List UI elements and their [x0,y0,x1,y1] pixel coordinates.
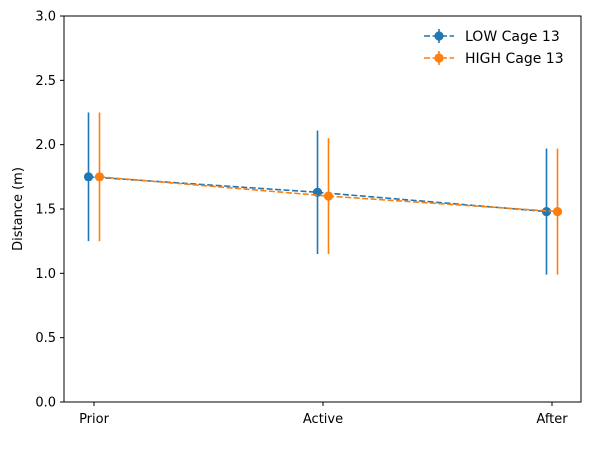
legend-label-0: LOW Cage 13 [465,29,560,45]
data-point-series-0 [541,206,552,217]
x-tick-label: Prior [79,412,110,427]
y-tick-label: 2.5 [35,74,56,89]
data-point-series-1 [323,191,334,201]
axes-frame [63,15,582,403]
y-tick-label: 0.0 [35,396,56,411]
y-tick-label: 3.0 [35,10,56,25]
y-tick-label: 2.0 [35,138,56,153]
y-tick-label: 1.5 [35,203,56,218]
x-tick-label: Active [303,412,343,427]
y-tick-label: 0.5 [35,331,56,346]
legend-marker-1 [434,53,444,63]
x-tick-label: After [536,412,568,427]
data-point-series-1 [552,206,563,217]
legend-label-1: HIGH Cage 13 [465,51,564,67]
data-point-series-0 [83,172,94,182]
data-point-series-1 [94,172,105,182]
y-axis-label: Distance (m) [11,167,26,251]
y-tick-label: 1.0 [35,267,56,282]
legend-marker-0 [434,31,444,41]
plot-area: 0.0 0.5 1.0 1.5 2.0 2.5 3.0 Prior Active After Dis… [11,10,582,427]
